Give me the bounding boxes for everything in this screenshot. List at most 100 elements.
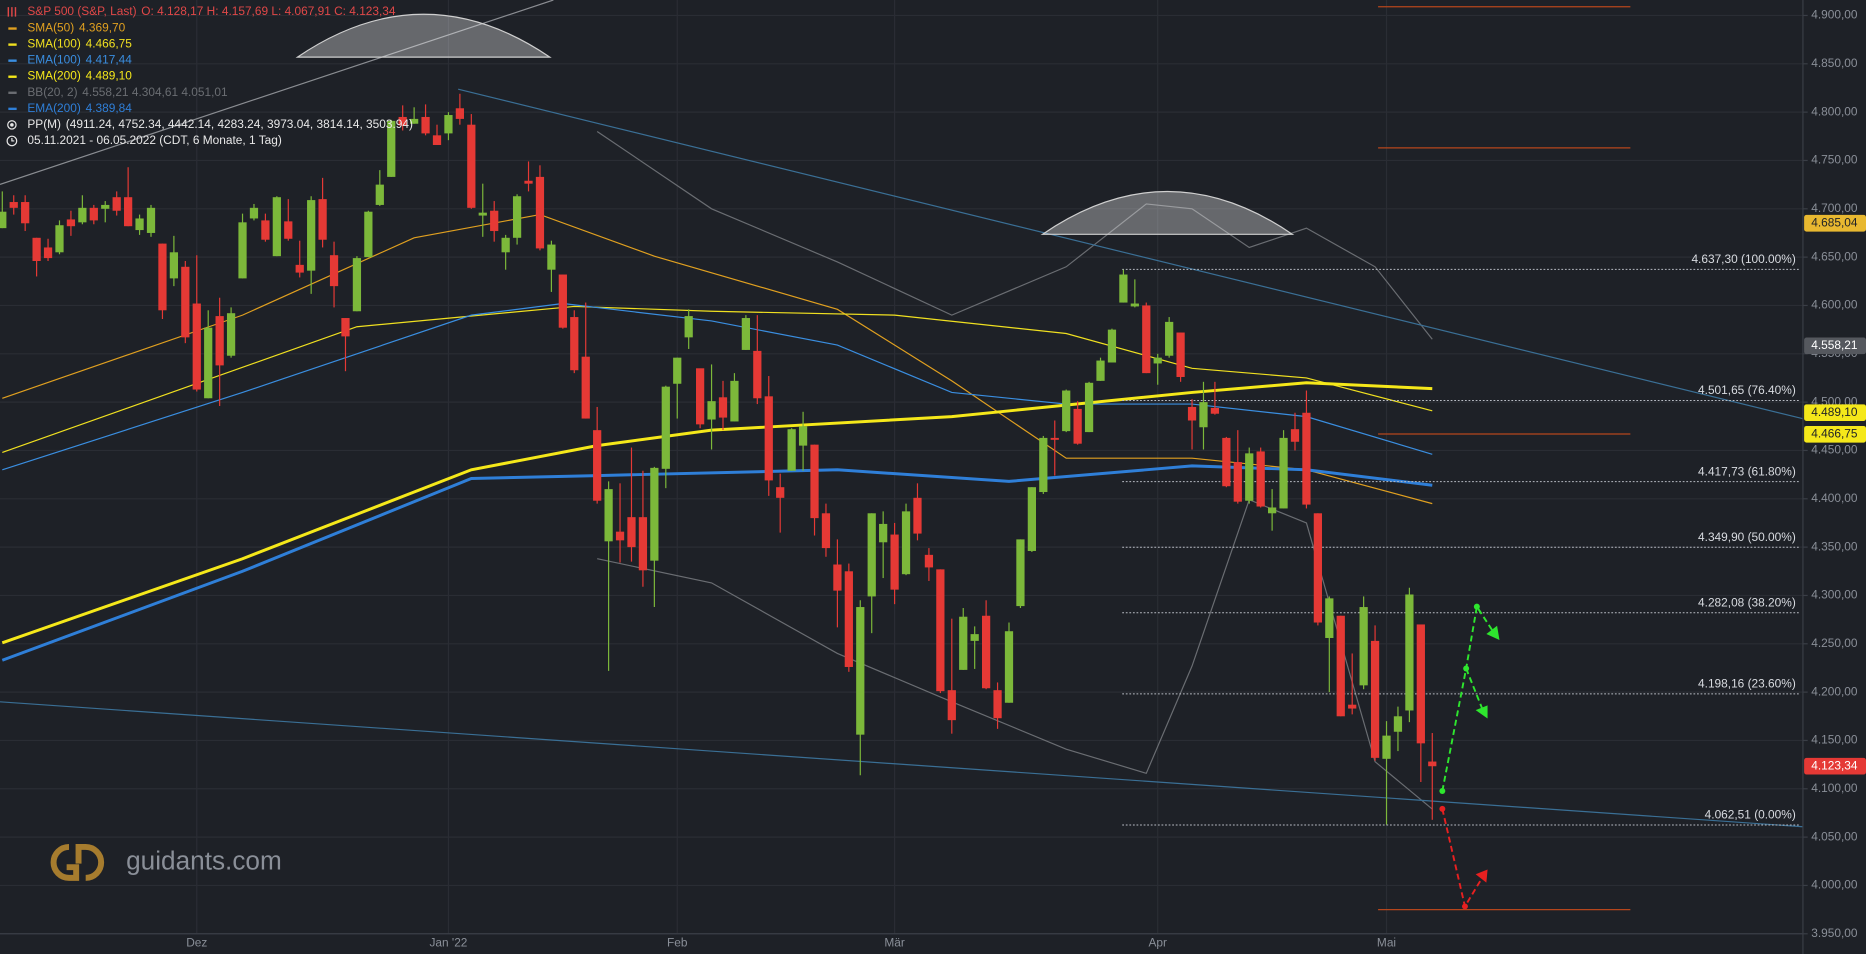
candle-body xyxy=(1142,305,1151,374)
logo: guidants.com xyxy=(50,843,282,881)
candle-body xyxy=(55,225,64,253)
indicator-line xyxy=(2,302,1433,471)
candle-body xyxy=(364,211,373,258)
candle-body xyxy=(455,108,465,119)
candle-body xyxy=(501,237,510,253)
price-tag xyxy=(1804,404,1866,421)
candle-body xyxy=(1039,437,1048,493)
price-axis-bg xyxy=(1802,0,1866,954)
candle-body xyxy=(959,616,968,670)
fib-label: 4.062,51 (0.00%) xyxy=(1705,808,1796,822)
legend-part: 4.417,44 xyxy=(86,53,133,67)
candle-body xyxy=(432,135,442,145)
candle-body xyxy=(284,221,293,239)
candle-body xyxy=(352,258,362,312)
candle-body xyxy=(307,200,316,271)
logo-mark xyxy=(50,843,80,881)
indicator-line xyxy=(2,305,1433,453)
bull-path xyxy=(1441,604,1496,792)
candle-body xyxy=(124,197,133,227)
candle-body xyxy=(570,317,579,371)
x-tick-label: Dez xyxy=(186,935,207,949)
candle-body xyxy=(1176,332,1185,377)
candle-body xyxy=(650,467,659,561)
candle-body xyxy=(261,220,270,240)
legend-part: SMA(100) xyxy=(27,37,81,51)
candle-body xyxy=(1210,407,1220,414)
candle-body xyxy=(1313,513,1322,623)
price-tag-label: 4.558,21 xyxy=(1811,338,1858,352)
candle-body xyxy=(1004,631,1014,703)
legend-part: BB(20, 2) xyxy=(27,85,77,99)
legend-entry: SMA(200) 4.489,10 xyxy=(27,69,132,83)
candle-body xyxy=(1382,735,1391,759)
y-tick-label: 4.350,00 xyxy=(1811,539,1858,553)
y-tick-label: 4.250,00 xyxy=(1811,636,1858,650)
arrow-head xyxy=(1486,625,1500,640)
candle-body xyxy=(78,207,87,223)
y-tick-label: 4.650,00 xyxy=(1811,249,1858,263)
vertex xyxy=(1463,665,1470,672)
fibonacci: 4.637,30 (100.00%) 4.501,65 (76.40%) 4.417… xyxy=(1122,6,1800,911)
x-tick-label: Mär xyxy=(884,935,905,949)
candle-body xyxy=(833,564,842,591)
y-tick-label: 4.450,00 xyxy=(1811,443,1858,457)
candle-body xyxy=(993,690,1002,719)
candle-body xyxy=(673,357,682,384)
y-tick-label: 4.700,00 xyxy=(1811,201,1858,215)
price-tag xyxy=(1804,337,1866,355)
candle-body xyxy=(638,517,648,571)
bull-path xyxy=(1465,668,1484,711)
arrow-head xyxy=(1475,705,1488,719)
candle-body xyxy=(1027,487,1036,551)
candle-body xyxy=(753,350,762,399)
legend-part: 4.558,21 4.304,61 4.051,01 xyxy=(82,85,228,99)
legend-pivot: PP(M) (4911.24, 4752.34, 4442.14, 4283.24… xyxy=(27,117,413,131)
candle-body xyxy=(1336,615,1345,717)
candle-body xyxy=(1199,402,1208,428)
candle-body xyxy=(1405,594,1414,711)
candle-body xyxy=(844,571,853,667)
y-tick-label: 4.900,00 xyxy=(1811,8,1858,22)
candle-body xyxy=(696,368,705,425)
legend-part: O: 4.128,17 H: 4.157,69 L: 4.067,91 C: 4… xyxy=(141,4,396,18)
legend-range: 05.11.2021 - 06.05.2022 (CDT, 6 Monate, … xyxy=(27,133,281,147)
candle-body xyxy=(661,386,670,469)
candle-body xyxy=(1153,357,1162,364)
candle-body xyxy=(821,513,831,549)
candle-body xyxy=(329,255,339,287)
legend-part: EMA(100) xyxy=(27,53,81,67)
legend-part: PP(M) xyxy=(27,117,61,131)
candle-body xyxy=(787,429,796,471)
legend-entry: SMA(50) 4.369,70 xyxy=(27,21,125,35)
projection-arrows xyxy=(1439,603,1500,910)
candle-body xyxy=(1256,451,1265,507)
candle-body xyxy=(410,118,419,124)
legend-part: 4.466,75 xyxy=(86,37,133,51)
candle-body xyxy=(741,318,750,350)
legend-entry: SMA(100) 4.466,75 xyxy=(27,37,132,51)
candle-body xyxy=(1267,507,1277,514)
legend-part: 05.11.2021 - 06.05.2022 (CDT, 6 Monate, … xyxy=(27,133,281,147)
candle-body xyxy=(1370,640,1380,758)
candle-body xyxy=(867,513,876,597)
candle-body xyxy=(158,243,167,311)
candle-body xyxy=(764,396,773,481)
fib-label: 4.637,30 (100.00%) xyxy=(1691,252,1795,266)
legend-icon xyxy=(7,7,17,17)
legend-part: EMA(200) xyxy=(27,101,81,115)
candle-body xyxy=(192,303,201,390)
candle-body xyxy=(547,244,556,270)
candle-body xyxy=(1302,412,1311,505)
y-tick-label: 4.050,00 xyxy=(1811,829,1858,843)
candle-body xyxy=(776,487,785,498)
candle-body xyxy=(398,116,407,126)
candle-body xyxy=(169,252,179,279)
candle-body xyxy=(593,430,602,501)
candle-body xyxy=(1359,607,1368,686)
vertex xyxy=(1461,903,1468,910)
candle-body xyxy=(1107,329,1117,363)
candle-body xyxy=(1233,462,1242,502)
vertex xyxy=(1439,805,1446,812)
arrow-head xyxy=(1475,869,1488,883)
